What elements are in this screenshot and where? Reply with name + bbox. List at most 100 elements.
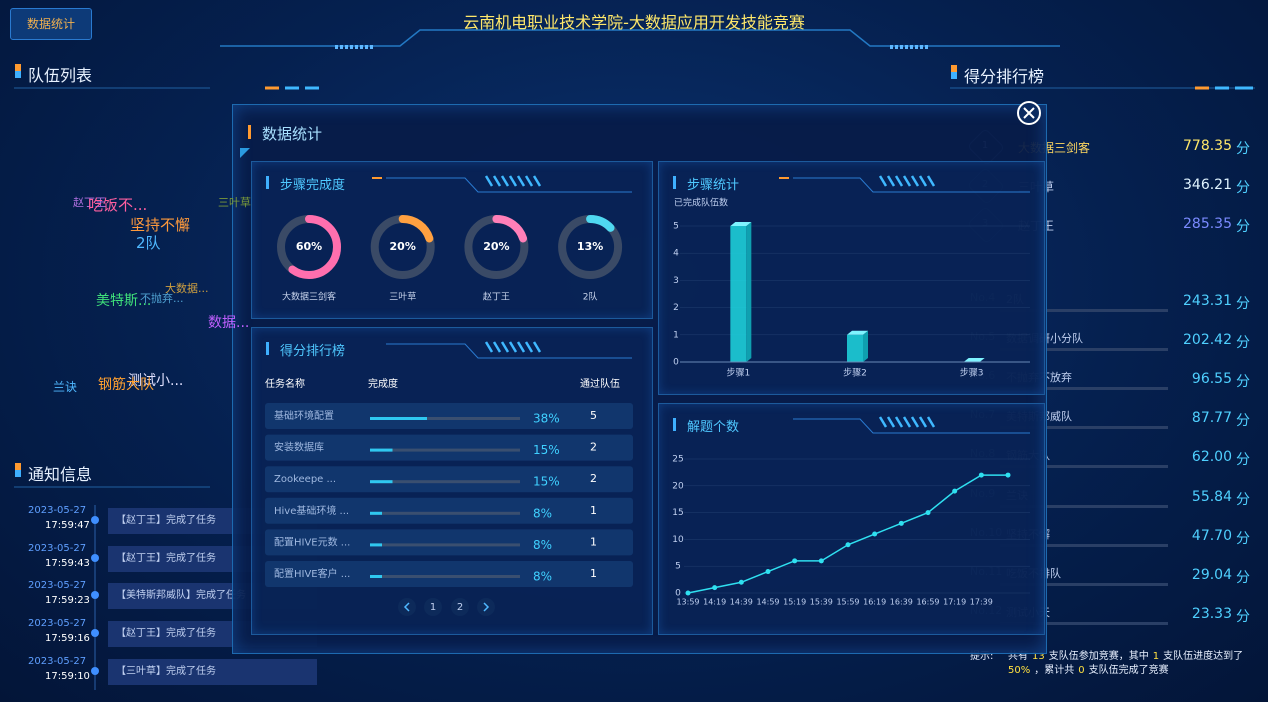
y-tick-label: 25 bbox=[672, 455, 683, 465]
timeline-dot bbox=[91, 553, 99, 562]
tip-part: 50% bbox=[1008, 665, 1031, 676]
score: 96.55 bbox=[1191, 371, 1232, 387]
stats-button[interactable]: 数据统计 bbox=[10, 8, 92, 40]
progress-track bbox=[370, 480, 520, 484]
table-header: 通过队伍 bbox=[580, 377, 620, 390]
progress-label: 8% bbox=[533, 506, 552, 520]
page-arrow-icon bbox=[403, 602, 410, 612]
modal-title: 数据统计 bbox=[262, 125, 323, 143]
score-unit: 分 bbox=[1236, 609, 1250, 625]
task-name: 配置HIVE元数 ... bbox=[274, 535, 350, 548]
y-tick-label: 4 bbox=[673, 249, 679, 259]
notice-text: 【三叶草】完成了任务 bbox=[108, 658, 317, 685]
page-bg bbox=[424, 598, 442, 616]
x-tick-label: 15:59 bbox=[836, 598, 859, 607]
page-arrow[interactable] bbox=[398, 598, 416, 616]
notice-date: 2023-05-27 bbox=[28, 542, 87, 554]
y-tick-label: 0 bbox=[675, 589, 681, 599]
x-tick-label: 14:59 bbox=[756, 598, 779, 607]
tag: 三叶草 bbox=[218, 196, 251, 209]
solve-point bbox=[765, 569, 771, 575]
progress-label: 38% bbox=[533, 412, 560, 426]
timeline-dot bbox=[91, 591, 99, 600]
close-button[interactable] bbox=[1017, 101, 1041, 125]
title-mark bbox=[248, 125, 251, 139]
donut-label: 20% bbox=[483, 240, 509, 253]
score: 62.00 bbox=[1191, 449, 1232, 465]
solve-point bbox=[872, 531, 878, 537]
page-arrow[interactable] bbox=[477, 598, 495, 616]
solve-line bbox=[687, 474, 1008, 594]
table-row bbox=[265, 529, 633, 556]
solve-point bbox=[845, 542, 851, 548]
score: 285.35 bbox=[1183, 216, 1232, 232]
score-unit: 分 bbox=[1236, 492, 1250, 508]
donut-arc bbox=[370, 215, 435, 279]
donut-label: 13% bbox=[577, 240, 603, 253]
page-number[interactable]: 1 bbox=[430, 602, 436, 613]
solve-point bbox=[738, 579, 744, 585]
progress-bar bbox=[370, 417, 427, 420]
solve-point bbox=[792, 558, 798, 564]
donut-name: 大数据三剑客 bbox=[282, 291, 336, 303]
rank-bar bbox=[1000, 583, 1168, 586]
table-header: 完成度 bbox=[368, 377, 398, 390]
tip-part: 0 bbox=[1078, 665, 1085, 676]
bar-top bbox=[963, 358, 985, 362]
notice-time: 17:59:10 bbox=[45, 670, 90, 682]
solve-point bbox=[898, 520, 904, 526]
passed-count: 5 bbox=[590, 409, 597, 422]
tip-part: 支队伍完成了竞赛 bbox=[1088, 665, 1169, 676]
panel-title: 解题个数 bbox=[672, 416, 739, 435]
section-title: 队伍列表 bbox=[14, 62, 92, 86]
notice-date: 2023-05-27 bbox=[28, 655, 87, 667]
panel-title: 步骤完成度 bbox=[265, 174, 345, 193]
score: 346.21 bbox=[1183, 177, 1232, 193]
progress-bar bbox=[370, 511, 382, 515]
score-unit: 分 bbox=[1236, 335, 1250, 351]
notice-time: 17:59:23 bbox=[45, 595, 90, 607]
rank-bar bbox=[1000, 544, 1168, 547]
page-number[interactable]: 2 bbox=[457, 602, 463, 613]
y-tick-label: 0 bbox=[673, 358, 679, 368]
bar bbox=[730, 226, 747, 362]
panel-title: 步骤统计 bbox=[672, 174, 739, 193]
score-unit: 分 bbox=[1236, 296, 1250, 312]
section-title: 通知信息 bbox=[14, 461, 92, 485]
bar-top bbox=[847, 330, 868, 335]
donut-arc bbox=[558, 215, 623, 279]
progress-track bbox=[370, 511, 520, 515]
progress-label: 15% bbox=[533, 443, 560, 457]
progress-label: 15% bbox=[533, 475, 560, 489]
score: 47.70 bbox=[1191, 528, 1232, 544]
tip-part: 共有 bbox=[1008, 651, 1028, 662]
bar-side bbox=[863, 330, 868, 362]
x-tick-label: 步骤2 bbox=[843, 368, 867, 379]
x-tick-label: 15:19 bbox=[783, 598, 806, 607]
x-tick-label: 16:39 bbox=[890, 598, 913, 607]
page-arrow-bg bbox=[398, 598, 416, 616]
notice-date: 2023-05-27 bbox=[28, 505, 87, 516]
table-row bbox=[265, 561, 633, 587]
notice-time: 17:59:16 bbox=[45, 633, 90, 645]
task-name: Zookeepe ... bbox=[274, 474, 336, 485]
score-unit: 分 bbox=[1236, 374, 1250, 390]
rank-bar bbox=[1000, 505, 1168, 508]
passed-count: 1 bbox=[590, 504, 597, 517]
donut-name: 赵丁王 bbox=[483, 291, 510, 303]
score-unit: 分 bbox=[1236, 452, 1250, 468]
solve-point bbox=[952, 488, 958, 494]
tag: 大数据... bbox=[165, 282, 209, 295]
progress-label: 8% bbox=[533, 538, 552, 552]
passed-count: 1 bbox=[590, 535, 597, 548]
notice-time: 17:59:47 bbox=[45, 520, 90, 531]
timeline-dot bbox=[91, 516, 99, 524]
score: 23.33 bbox=[1191, 606, 1232, 622]
task-name: 配置HIVE客户 ... bbox=[274, 567, 350, 580]
x-tick-label: 15:39 bbox=[810, 598, 833, 607]
donut-arc bbox=[277, 215, 341, 279]
progress-bar bbox=[370, 543, 382, 547]
panel: 解题个数 bbox=[658, 403, 1045, 635]
tag: 兰诀 bbox=[53, 380, 78, 394]
rank-bar bbox=[1000, 426, 1168, 429]
